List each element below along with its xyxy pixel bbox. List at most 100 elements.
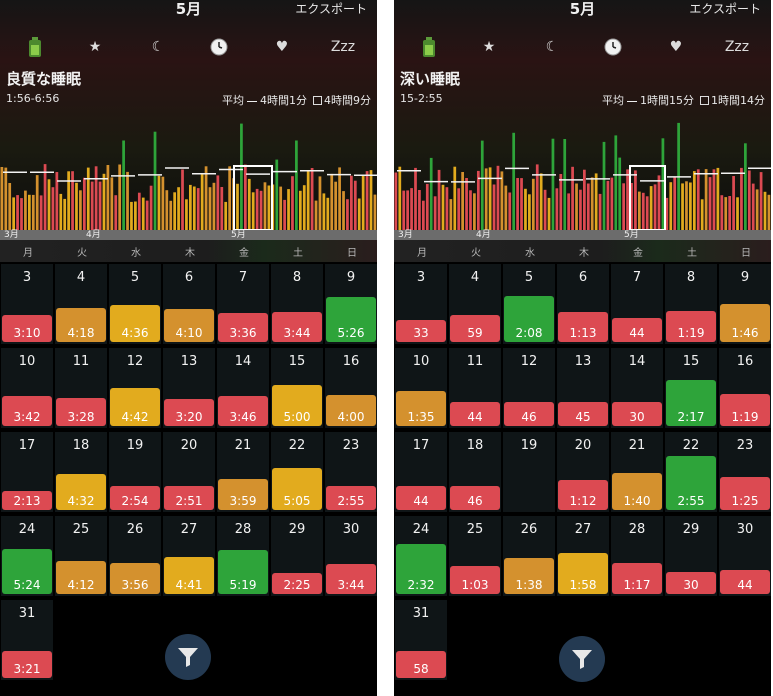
day-number: 22 — [682, 438, 700, 453]
day-number: 3 — [416, 270, 426, 285]
chart-bar — [134, 201, 137, 230]
calendar-day-cell[interactable]: 5 2:08 — [503, 264, 555, 344]
calendar-day-cell[interactable]: 9 5:26 — [325, 264, 377, 344]
tab-moon[interactable]: ☾ — [128, 29, 188, 64]
calendar-day-cell[interactable]: 23 1:25 — [719, 432, 771, 512]
calendar-day-cell[interactable]: 3 3:10 — [1, 264, 53, 344]
calendar-day-cell[interactable]: 24 2:32 — [395, 516, 447, 596]
calendar-day-cell[interactable]: 3 33 — [395, 264, 447, 344]
moon-icon: ☾ — [545, 38, 559, 55]
calendar-day-cell[interactable]: 18 46 — [449, 432, 501, 512]
calendar-day-cell[interactable]: 30 44 — [719, 516, 771, 596]
tab-zzz[interactable]: Zzz — [707, 29, 767, 64]
calendar-day-cell[interactable]: 15 5:00 — [271, 348, 323, 428]
chart-bar — [696, 169, 700, 230]
calendar-day-cell[interactable]: 5 4:36 — [109, 264, 161, 344]
calendar-day-cell[interactable]: 7 3:36 — [217, 264, 269, 344]
calendar-day-cell[interactable]: 16 4:00 — [325, 348, 377, 428]
calendar-day-cell[interactable]: 29 2:25 — [271, 516, 323, 596]
chart-bar — [39, 195, 43, 230]
day-value-bar: 4:32 — [56, 474, 106, 510]
calendar-day-cell[interactable]: 4 4:18 — [55, 264, 107, 344]
calendar-day-cell[interactable]: 28 1:17 — [611, 516, 663, 596]
calendar-day-cell[interactable]: 14 30 — [611, 348, 663, 428]
chart-bar — [165, 190, 169, 230]
calendar-day-cell[interactable]: 11 44 — [449, 348, 501, 428]
tab-zzz[interactable]: Zzz — [313, 29, 373, 64]
day-value-bar: 2:08 — [504, 296, 554, 342]
filter-button[interactable] — [165, 634, 211, 680]
calendar-day-cell[interactable]: 20 2:51 — [163, 432, 215, 512]
history-chart[interactable] — [394, 108, 771, 232]
calendar-day-cell[interactable]: 30 3:44 — [325, 516, 377, 596]
day-number: 19 — [520, 438, 538, 453]
chart-bar — [689, 182, 692, 230]
tab-moon[interactable]: ☾ — [522, 29, 582, 64]
chart-bar — [338, 167, 341, 230]
calendar-day-cell[interactable]: 19 2:54 — [109, 432, 161, 512]
filter-button[interactable] — [559, 636, 605, 682]
calendar-day-cell[interactable]: 10 3:42 — [1, 348, 53, 428]
calendar-day-cell[interactable]: 18 4:32 — [55, 432, 107, 512]
calendar-day-cell[interactable]: 7 44 — [611, 264, 663, 344]
calendar-day-cell[interactable]: 28 5:19 — [217, 516, 269, 596]
chart-bar — [228, 166, 231, 230]
calendar-day-cell[interactable]: 8 3:44 — [271, 264, 323, 344]
tab-clock[interactable] — [583, 29, 643, 64]
calendar-day-cell[interactable]: 21 1:40 — [611, 432, 663, 512]
tab-heart[interactable]: ♥ — [252, 29, 312, 64]
calendar-day-cell[interactable]: 9 1:46 — [719, 264, 771, 344]
calendar-day-cell[interactable]: 26 3:56 — [109, 516, 161, 596]
calendar-day-cell[interactable]: 19 — [503, 432, 555, 512]
calendar-day-cell[interactable]: 15 2:17 — [665, 348, 717, 428]
chart-bar — [94, 166, 98, 230]
tab-battery[interactable] — [5, 29, 65, 64]
chart-bar — [365, 171, 369, 230]
tab-battery[interactable] — [399, 29, 459, 64]
tab-star[interactable]: ★ — [459, 29, 519, 64]
tab-star[interactable]: ★ — [65, 29, 125, 64]
calendar-day-cell[interactable]: 22 5:05 — [271, 432, 323, 512]
day-value-bar: 46 — [450, 486, 500, 510]
calendar-day-cell[interactable]: 25 1:03 — [449, 516, 501, 596]
calendar-day-cell[interactable]: 17 44 — [395, 432, 447, 512]
calendar-day-cell[interactable]: 4 59 — [449, 264, 501, 344]
calendar-day-cell[interactable]: 20 1:12 — [557, 432, 609, 512]
calendar-day-cell[interactable]: 14 3:46 — [217, 348, 269, 428]
calendar-day-cell[interactable]: 13 3:20 — [163, 348, 215, 428]
day-value-bar: 4:00 — [326, 395, 376, 426]
calendar-day-cell[interactable]: 13 45 — [557, 348, 609, 428]
weekday-label: 土 — [293, 248, 303, 259]
calendar-day-cell[interactable]: 12 46 — [503, 348, 555, 428]
history-chart[interactable] — [0, 108, 377, 232]
calendar-day-cell[interactable]: 12 4:42 — [109, 348, 161, 428]
calendar-day-cell[interactable]: 21 3:59 — [217, 432, 269, 512]
calendar-day-cell[interactable]: 27 4:41 — [163, 516, 215, 596]
day-value-bar: 4:42 — [110, 388, 160, 426]
calendar-day-cell[interactable]: 27 1:58 — [557, 516, 609, 596]
calendar-day-cell[interactable]: 8 1:19 — [665, 264, 717, 344]
calendar-day-cell[interactable]: 11 3:28 — [55, 348, 107, 428]
chart-bar — [35, 175, 39, 230]
calendar-day-cell[interactable]: 17 2:13 — [1, 432, 53, 512]
chart-bar — [575, 183, 578, 230]
calendar-day-cell[interactable]: 29 30 — [665, 516, 717, 596]
calendar-day-cell[interactable]: 31 58 — [395, 600, 447, 680]
chart-bar — [708, 177, 712, 230]
tab-heart[interactable]: ♥ — [646, 29, 706, 64]
calendar-day-cell[interactable]: 6 1:13 — [557, 264, 609, 344]
calendar-day-cell[interactable]: 31 3:21 — [1, 600, 53, 680]
calendar-day-cell[interactable]: 24 5:24 — [1, 516, 53, 596]
calendar-day-cell[interactable]: 26 1:38 — [503, 516, 555, 596]
calendar-day-cell[interactable]: 6 4:10 — [163, 264, 215, 344]
tab-clock[interactable] — [189, 29, 249, 64]
export-button[interactable]: エクスポート — [295, 2, 367, 16]
calendar-day-cell[interactable]: 16 1:19 — [719, 348, 771, 428]
export-button[interactable]: エクスポート — [689, 2, 761, 16]
calendar-day-cell[interactable]: 10 1:35 — [395, 348, 447, 428]
calendar-day-cell[interactable]: 23 2:55 — [325, 432, 377, 512]
calendar-day-cell[interactable]: 25 4:12 — [55, 516, 107, 596]
calendar-day-cell[interactable]: 22 2:55 — [665, 432, 717, 512]
month-label-april: 4月 — [86, 230, 101, 240]
day-number: 12 — [126, 354, 144, 369]
